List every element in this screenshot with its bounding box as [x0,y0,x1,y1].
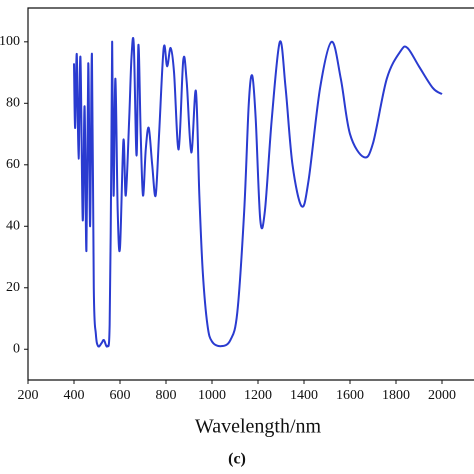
data-line [73,37,443,348]
y-tick-label: 80 [6,96,20,111]
x-tick-label: 600 [110,388,131,403]
x-tick-label: 200 [18,388,39,403]
y-tick-label: 0 [13,341,20,356]
x-tick-label: 1000 [198,388,226,403]
y-tick-label: 100 [0,34,20,49]
x-tick-label: 1800 [382,388,410,403]
y-tick-label: 20 [6,280,20,295]
x-axis-label: Wavelength/nm [195,416,322,438]
x-tick-label: 1400 [290,388,318,403]
y-tick-label: 40 [6,218,20,233]
x-tick-label: 800 [156,388,177,403]
x-tick-label: 400 [64,388,85,403]
x-tick-label: 2000 [428,388,456,403]
x-tick-label: 1200 [244,388,272,403]
caption: (c) [228,451,246,468]
y-tick-label: 60 [6,157,20,172]
x-tick-label: 1600 [336,388,364,403]
